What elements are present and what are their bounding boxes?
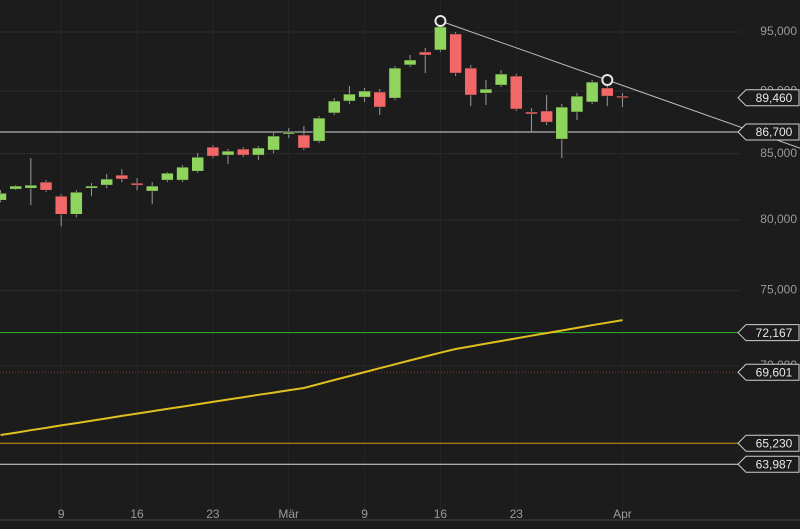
candle-body [616,95,629,98]
candle-body [464,67,478,96]
candle-body [327,100,341,114]
y-tick-label: 75,000 [760,283,797,297]
candle-body [252,147,265,156]
candle-body [24,184,38,189]
x-tick-label: 23 [206,507,220,521]
level-box [737,455,800,473]
level-label: 65,230 [756,436,793,450]
level-label: 86,700 [756,125,793,139]
candle-body [176,166,189,181]
trend-line [440,20,800,149]
candle-body [479,88,493,94]
candle-body [388,67,402,99]
candle-body [236,148,250,156]
candle-body [282,131,295,135]
trend-anchor [434,14,447,27]
candle-body [39,181,53,191]
candle-body [601,87,614,97]
candle-body [267,135,280,151]
moving-average [0,319,623,436]
candle-body [358,90,371,98]
candle-body [510,75,523,110]
level-box [737,123,800,141]
candle-body [403,59,417,66]
x-tick-label: 16 [434,507,448,521]
candle-body [100,178,113,186]
candle-body [85,185,98,189]
candle-body [9,185,22,190]
candle-body [494,73,508,86]
x-tick-label: 9 [361,507,368,521]
level-label: 69,601 [756,365,793,379]
candle-body [70,191,83,215]
x-tick-label: Mär [278,507,299,521]
candle-body [540,110,553,123]
candle-body [343,93,356,102]
x-tick-label: 16 [130,507,144,521]
candle-body [449,33,462,74]
level-label: 63,987 [756,457,793,471]
x-tick-label: Apr [613,507,632,521]
level-box [737,324,800,342]
candle-body [54,195,68,215]
candle-body [525,111,538,115]
level-label: 72,167 [756,326,793,340]
candle-body [161,172,174,181]
last-price-box [737,89,800,107]
candle-body [206,146,220,157]
candle-body [0,192,7,201]
y-tick-label: 95,000 [760,24,797,38]
candle-body [145,185,159,192]
candle-body [130,182,144,186]
trend-anchor [601,74,614,87]
level-box [737,434,800,452]
x-tick-label: 23 [510,507,524,521]
y-tick-label: 85,000 [760,146,797,160]
candle-body [585,81,599,103]
candle-body [312,117,326,142]
candle-body [419,51,432,56]
candle-body [373,91,386,108]
candle-body [191,156,204,172]
candle-body [115,174,129,180]
last-price-label: 89,460 [756,91,793,105]
y-tick-label: 80,000 [760,212,797,226]
candle-body [434,26,447,51]
level-box [737,363,800,381]
candle-body [297,134,311,149]
candle-body [221,150,235,156]
candle-body [570,95,584,113]
candle-body [555,106,569,140]
x-tick-label: 9 [58,507,65,521]
